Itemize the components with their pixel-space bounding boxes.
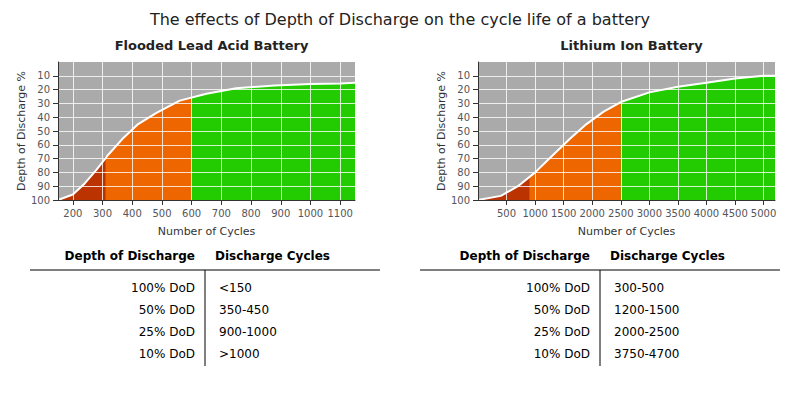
svg-text:1100: 1100 <box>327 208 352 219</box>
svg-text:Depth of Discharge %: Depth of Discharge % <box>435 71 448 191</box>
svg-text:400: 400 <box>123 208 142 219</box>
svg-text:5000: 5000 <box>751 208 776 219</box>
svg-text:4000: 4000 <box>694 208 719 219</box>
svg-text:3500: 3500 <box>665 208 690 219</box>
svg-text:200: 200 <box>63 208 82 219</box>
svg-text:2000: 2000 <box>580 208 605 219</box>
svg-text:500: 500 <box>152 208 171 219</box>
svg-text:Number of Cycles: Number of Cycles <box>158 225 256 238</box>
svg-text:100% DoD: 100% DoD <box>526 281 590 295</box>
svg-text:300: 300 <box>93 208 112 219</box>
svg-text:30: 30 <box>37 98 50 109</box>
svg-text:30: 30 <box>457 98 470 109</box>
svg-text:700: 700 <box>212 208 231 219</box>
svg-text:80: 80 <box>457 167 470 178</box>
svg-text:2000-2500: 2000-2500 <box>614 325 679 339</box>
svg-text:60: 60 <box>37 139 50 150</box>
svg-text:3000: 3000 <box>637 208 662 219</box>
svg-text:70: 70 <box>37 153 50 164</box>
svg-text:2500: 2500 <box>608 208 633 219</box>
svg-text:10: 10 <box>37 70 50 81</box>
svg-text:1000: 1000 <box>522 208 547 219</box>
svg-text:10% DoD: 10% DoD <box>534 347 590 361</box>
svg-text:50% DoD: 50% DoD <box>139 303 195 317</box>
svg-text:20: 20 <box>37 84 50 95</box>
svg-text:10% DoD: 10% DoD <box>139 347 195 361</box>
svg-text:Depth of Discharge: Depth of Discharge <box>460 249 590 263</box>
svg-text:4500: 4500 <box>722 208 747 219</box>
svg-text:50% DoD: 50% DoD <box>534 303 590 317</box>
svg-text:1000: 1000 <box>298 208 323 219</box>
svg-text:50: 50 <box>457 126 470 137</box>
svg-text:1500: 1500 <box>551 208 576 219</box>
svg-text:Depth of Discharge: Depth of Discharge <box>65 249 195 263</box>
svg-text:10: 10 <box>457 70 470 81</box>
svg-text:50: 50 <box>37 126 50 137</box>
svg-text:900-1000: 900-1000 <box>219 325 277 339</box>
svg-text:800: 800 <box>242 208 261 219</box>
svg-text:Lithium Ion Battery: Lithium Ion Battery <box>560 38 703 53</box>
svg-text:900: 900 <box>271 208 290 219</box>
svg-text:90: 90 <box>37 181 50 192</box>
svg-text:600: 600 <box>182 208 201 219</box>
svg-text:80: 80 <box>37 167 50 178</box>
svg-text:<150: <150 <box>219 281 252 295</box>
svg-text:40: 40 <box>37 112 50 123</box>
svg-text:90: 90 <box>457 181 470 192</box>
svg-text:100: 100 <box>451 195 470 206</box>
svg-text:25% DoD: 25% DoD <box>534 325 590 339</box>
svg-text:40: 40 <box>457 112 470 123</box>
svg-text:Depth of Discharge %: Depth of Discharge % <box>15 71 28 191</box>
svg-text:300-500: 300-500 <box>614 281 664 295</box>
svg-text:3750-4700: 3750-4700 <box>614 347 679 361</box>
svg-text:>1000: >1000 <box>219 347 260 361</box>
svg-text:The effects of Depth of Discha: The effects of Depth of Discharge on the… <box>149 10 650 29</box>
svg-text:Number of Cycles: Number of Cycles <box>578 225 676 238</box>
svg-text:60: 60 <box>457 139 470 150</box>
svg-text:Flooded Lead Acid Battery: Flooded Lead Acid Battery <box>115 38 309 53</box>
svg-text:100: 100 <box>31 195 50 206</box>
svg-text:70: 70 <box>457 153 470 164</box>
svg-text:500: 500 <box>497 208 516 219</box>
svg-text:350-450: 350-450 <box>219 303 269 317</box>
svg-text:Discharge Cycles: Discharge Cycles <box>215 249 330 263</box>
svg-text:Discharge Cycles: Discharge Cycles <box>610 249 725 263</box>
svg-text:25% DoD: 25% DoD <box>139 325 195 339</box>
svg-text:100% DoD: 100% DoD <box>131 281 195 295</box>
svg-text:1200-1500: 1200-1500 <box>614 303 679 317</box>
svg-text:20: 20 <box>457 84 470 95</box>
